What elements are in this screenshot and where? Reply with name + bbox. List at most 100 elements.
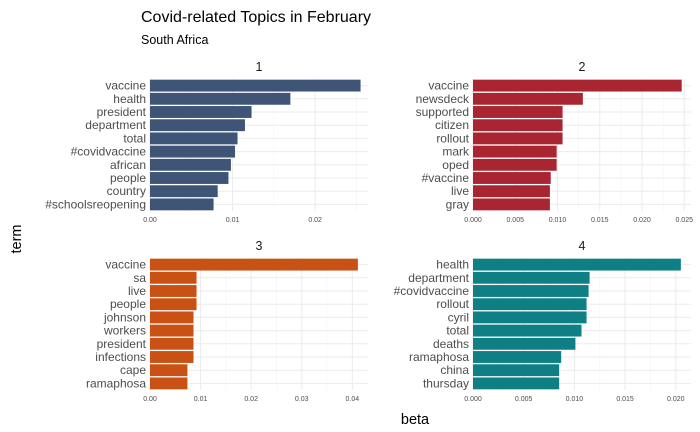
facet-panel-1: 1 vaccinehealthpresidentdepartmenttotal#c… bbox=[45, 60, 368, 224]
x-tick-label: 0.03 bbox=[295, 396, 309, 403]
bar-sa bbox=[150, 271, 197, 284]
x-tick-label: 0.01 bbox=[194, 396, 208, 403]
category-label: #covidvaccine bbox=[394, 284, 470, 298]
bar-president bbox=[150, 106, 252, 118]
bar-vaccine bbox=[150, 79, 361, 92]
category-label: ramaphosa bbox=[86, 376, 146, 390]
bar-rollout bbox=[473, 132, 563, 145]
bar-health bbox=[150, 92, 291, 105]
category-label: #covidvaccine bbox=[71, 145, 147, 159]
bar-department bbox=[473, 271, 590, 284]
x-tick-label: 0.000 bbox=[464, 217, 482, 224]
bar-vaccine bbox=[473, 79, 682, 92]
category-label: country bbox=[107, 184, 146, 198]
category-label: cyril bbox=[448, 310, 469, 324]
facet-strip-label: 4 bbox=[579, 239, 586, 253]
bar-ramaphosa bbox=[473, 351, 562, 363]
category-label: rollout bbox=[436, 297, 469, 311]
x-tick-label: 0.005 bbox=[506, 217, 524, 224]
category-label: deaths bbox=[433, 337, 469, 351]
x-tick-label: 0.02 bbox=[308, 217, 322, 224]
category-label: ramaphosa bbox=[409, 350, 469, 364]
category-label: johnson bbox=[103, 310, 146, 324]
x-tick-label: 0.010 bbox=[549, 217, 567, 224]
category-label: people bbox=[110, 171, 146, 185]
category-label: live bbox=[451, 184, 469, 198]
x-tick-label: 0.000 bbox=[464, 396, 482, 403]
facet-panel-3: 3 vaccinesalivepeoplejohnsonworkerspresid… bbox=[86, 239, 368, 403]
bar-johnson bbox=[150, 311, 194, 324]
bar-live bbox=[473, 185, 550, 198]
category-label: mark bbox=[442, 145, 470, 159]
facet-panel-4: 4 healthdepartment#covidvaccinerolloutcyr… bbox=[394, 239, 691, 403]
category-label: live bbox=[128, 284, 146, 298]
x-tick-label: 0.015 bbox=[591, 217, 609, 224]
category-label: infections bbox=[95, 350, 146, 364]
bar-schoolsreopening bbox=[150, 198, 214, 211]
bar-cyril bbox=[473, 311, 587, 324]
facet-panel-2: 2 vaccinenewsdecksupportedcitizenrolloutm… bbox=[416, 60, 693, 224]
bar-oped bbox=[473, 158, 557, 171]
bar-covidvaccine bbox=[473, 285, 589, 297]
facet-strip-label: 1 bbox=[256, 60, 263, 74]
bar-infections bbox=[150, 351, 194, 363]
category-label: total bbox=[446, 324, 469, 338]
category-label: china bbox=[440, 363, 469, 377]
category-label: citizen bbox=[435, 118, 469, 132]
bar-people bbox=[150, 172, 229, 184]
bar-total bbox=[150, 132, 238, 145]
x-tick-label: 0.005 bbox=[515, 396, 533, 403]
bar-supported bbox=[473, 106, 563, 118]
category-label: vaccine bbox=[428, 79, 469, 93]
x-tick-label: 0.020 bbox=[633, 217, 651, 224]
bar-china bbox=[473, 364, 560, 377]
bar-live bbox=[150, 285, 197, 297]
category-label: african bbox=[110, 158, 146, 172]
category-label: people bbox=[110, 297, 146, 311]
category-label: president bbox=[97, 337, 147, 351]
x-tick-label: 0.025 bbox=[675, 217, 693, 224]
facet-panels: 1 vaccine health president department total #c… bbox=[45, 60, 693, 403]
x-tick-label: 0.015 bbox=[616, 396, 634, 403]
bar-cape bbox=[150, 364, 188, 377]
chart-subtitle: South Africa bbox=[141, 33, 208, 47]
x-tick-label: 0.020 bbox=[667, 396, 685, 403]
category-label: department bbox=[408, 271, 469, 285]
bar-workers bbox=[150, 324, 194, 337]
category-label: workers bbox=[103, 324, 146, 338]
category-label: #schoolsreopening bbox=[45, 197, 146, 211]
x-axis-title: beta bbox=[401, 412, 430, 428]
bar-ramaphosa bbox=[150, 377, 188, 390]
bar-department bbox=[150, 119, 245, 132]
category-label: oped bbox=[442, 158, 469, 172]
category-label: newsdeck bbox=[416, 92, 470, 106]
bar-total bbox=[473, 324, 582, 337]
bar-vaccine bbox=[150, 258, 358, 271]
bar-deaths bbox=[473, 337, 576, 350]
category-label: vaccine bbox=[105, 258, 146, 272]
x-tick-label: 0.01 bbox=[226, 217, 240, 224]
category-label: sa bbox=[133, 271, 146, 285]
facet-strip-label: 2 bbox=[579, 60, 586, 74]
category-label: rollout bbox=[436, 131, 469, 145]
x-tick-label: 0.00 bbox=[143, 396, 157, 403]
chart-title: Covid-related Topics in February bbox=[141, 9, 371, 26]
category-label: cape bbox=[120, 363, 146, 377]
category-label: department bbox=[85, 118, 146, 132]
bar-citizen bbox=[473, 119, 563, 132]
bar-mark bbox=[473, 145, 557, 158]
category-label: supported bbox=[416, 105, 469, 119]
bar-people bbox=[150, 298, 197, 311]
bar-covidvaccine bbox=[150, 145, 236, 158]
bar-president bbox=[150, 337, 194, 350]
bar-health bbox=[473, 258, 681, 271]
bar-newsdeck bbox=[473, 92, 583, 105]
bar-vaccine bbox=[473, 172, 551, 184]
bar-rollout bbox=[473, 298, 587, 311]
x-tick-label: 0.010 bbox=[566, 396, 584, 403]
bar-country bbox=[150, 185, 218, 198]
category-label: #vaccine bbox=[422, 171, 470, 185]
category-label: health bbox=[113, 92, 146, 106]
bar-african bbox=[150, 158, 231, 171]
